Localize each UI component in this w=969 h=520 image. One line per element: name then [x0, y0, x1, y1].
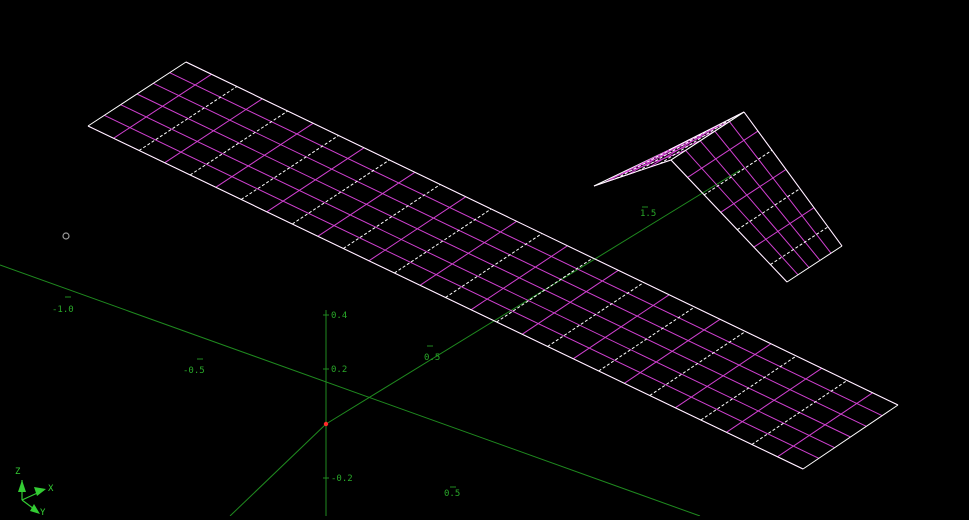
- mesh-spanwise-line: [714, 130, 821, 261]
- tick-label-y-neg-1: -1.0: [52, 305, 74, 315]
- mesh-chordwise-line: [720, 168, 787, 213]
- mesh-chordwise-line: [726, 367, 822, 433]
- mesh-chordwise-line: [470, 245, 568, 311]
- mesh-chordwise-line: [604, 144, 680, 183]
- triad-y-arrow: [30, 504, 40, 514]
- triad-x-arrow: [34, 487, 46, 496]
- mesh-trailing-edge: [185, 61, 899, 406]
- mesh-chordwise-line: [343, 184, 441, 249]
- tick-label-z-neg-02: -0.2: [331, 474, 353, 484]
- mesh-chordwise-line: [700, 355, 797, 421]
- mesh-trailing-edge: [668, 111, 745, 151]
- x-axis-line: [325, 169, 741, 425]
- mesh-chordwise-line: [777, 392, 873, 458]
- mesh-chordwise-line: [649, 331, 746, 396]
- tick-label-y-neg-05: -0.5: [183, 366, 205, 376]
- mesh-chordwise-line: [637, 127, 713, 172]
- triad-z-arrow: [18, 480, 26, 492]
- mesh-chordwise-line: [445, 233, 543, 298]
- tick-label-y-15: 1.5: [640, 209, 656, 219]
- mesh-chordwise-line: [753, 207, 815, 248]
- mesh-spanwise-line: [685, 150, 799, 276]
- mesh-chordwise-line: [317, 171, 416, 237]
- mesh-chordwise-line: [419, 220, 517, 286]
- mesh-chordwise-line: [598, 306, 695, 372]
- triad-y-label: Y: [40, 508, 46, 516]
- mesh-chordwise-line: [802, 404, 899, 470]
- mesh-chordwise-line: [189, 110, 288, 176]
- triad-z-label: Z: [15, 467, 21, 477]
- mesh-chordwise-line: [394, 208, 492, 274]
- mesh-chordwise-line: [368, 196, 466, 262]
- mesh-leading-edge: [593, 159, 672, 187]
- tick-label-y-05: 0.5: [424, 353, 440, 363]
- origin-marker: [323, 421, 329, 427]
- mesh-chordwise-line: [648, 122, 723, 168]
- mesh-chordwise-line: [266, 147, 365, 213]
- mesh-chordwise-line: [240, 135, 339, 200]
- mesh-chordwise-line: [770, 226, 829, 266]
- mesh-chordwise-line: [547, 282, 644, 347]
- mesh-trailing-edge: [743, 111, 843, 247]
- mesh-leading-edge: [670, 159, 788, 283]
- mesh-chordwise-line: [675, 343, 772, 409]
- tick-label-x-05: 0.5: [444, 489, 460, 499]
- mesh-spanwise-line: [120, 104, 835, 449]
- cursor-marker: [62, 232, 70, 240]
- mesh-spanwise-line: [699, 140, 810, 268]
- triad-x-label: X: [48, 484, 54, 494]
- horizontal-tail-mesh[interactable]: [593, 111, 843, 283]
- mesh-chordwise-line: [164, 98, 263, 164]
- mesh-chordwise-line: [687, 130, 759, 178]
- x-axis-negative-line: [229, 423, 327, 517]
- mesh-chordwise-line: [113, 73, 212, 139]
- mesh-chordwise-line: [215, 122, 314, 188]
- mesh-chordwise-line: [751, 380, 848, 445]
- mesh-chordwise-line: [496, 257, 594, 323]
- y-axis-line: [0, 264, 701, 517]
- mesh-chordwise-line: [87, 61, 187, 127]
- mesh-chordwise-line: [703, 149, 773, 196]
- mesh-chordwise-line: [624, 318, 721, 384]
- mesh-spanwise-line: [104, 114, 820, 459]
- main-wing-mesh[interactable]: [87, 61, 899, 470]
- mesh-chordwise-line: [626, 133, 702, 176]
- mesh-chordwise-line: [659, 116, 734, 165]
- mesh-chordwise-line: [670, 111, 745, 161]
- mesh-chordwise-line: [292, 159, 390, 225]
- axes-group: -1.0 -0.5 0.5 1.5 0.5 0.4 0.2 -0.2: [0, 169, 741, 517]
- tick-marks: [65, 206, 648, 488]
- mesh-spanwise-line: [729, 121, 832, 254]
- mesh-leading-edge: [87, 125, 804, 470]
- mesh-chordwise-line: [521, 269, 619, 335]
- tick-label-z-02: 0.2: [331, 365, 347, 375]
- mesh-chordwise-line: [737, 188, 801, 231]
- mesh-chordwise-line: [786, 245, 843, 283]
- orientation-triad: Z X Y: [15, 467, 54, 518]
- mesh-chordwise-line: [138, 86, 238, 151]
- mesh-chordwise-line: [572, 294, 670, 360]
- tick-label-z-04: 0.4: [331, 311, 347, 321]
